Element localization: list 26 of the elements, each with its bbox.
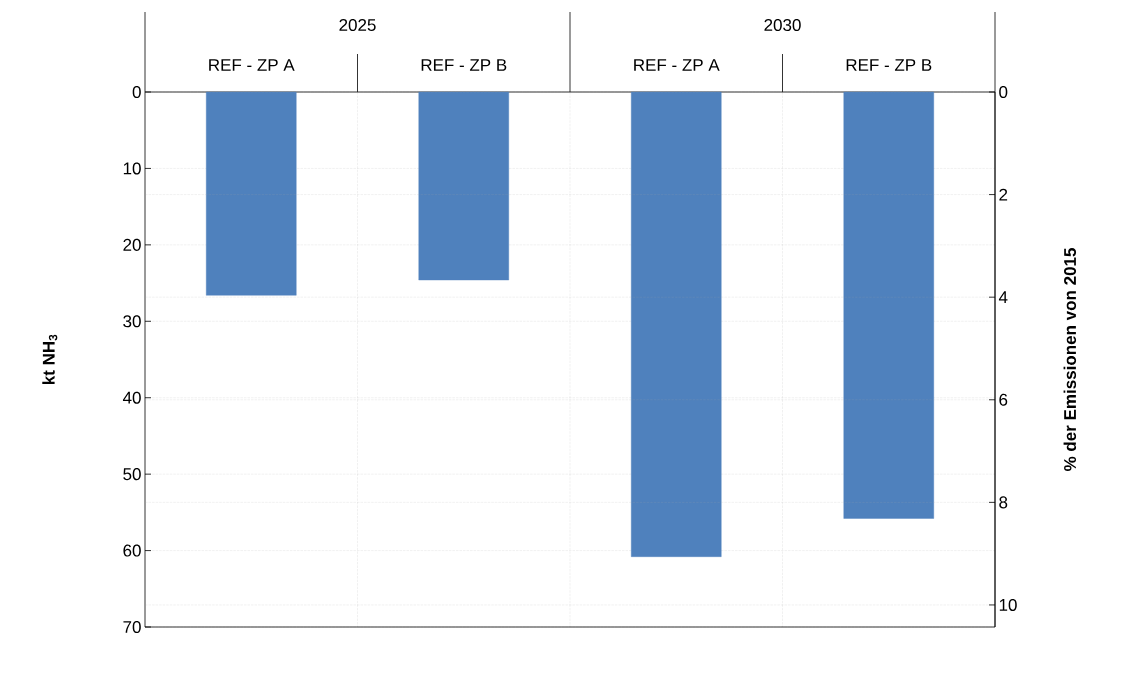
y-tick-label: 50 bbox=[123, 468, 141, 481]
text: 2025 bbox=[339, 18, 376, 32]
y2-tick-label: 2 bbox=[999, 188, 1008, 201]
y-axis-title: kt NH$_{3}$ bbox=[42, 334, 58, 385]
y-tick-label: 40 bbox=[122, 391, 141, 404]
y-tick-label: 0 bbox=[132, 85, 141, 99]
x-tick-label: REF - ZP B bbox=[421, 59, 507, 71]
bar bbox=[843, 91, 934, 519]
y-tick-label: 60 bbox=[123, 544, 141, 557]
bar bbox=[418, 91, 509, 281]
y2-tick-label: 8 bbox=[999, 496, 1008, 509]
text: 2030 bbox=[764, 18, 801, 32]
bar bbox=[631, 91, 722, 557]
y-tick-label: 70 bbox=[123, 620, 141, 634]
y-tick-label: 10 bbox=[123, 162, 141, 175]
y-tick-label: 20 bbox=[123, 238, 141, 251]
x-tick-label: REF - ZP B bbox=[846, 59, 932, 71]
y2-tick-label: 6 bbox=[999, 393, 1008, 406]
y2-tick-label: 10 bbox=[999, 598, 1017, 611]
bar bbox=[206, 91, 297, 296]
x-tick-label: REF - ZP A bbox=[209, 59, 295, 71]
y2-tick-label: 4 bbox=[998, 291, 1008, 304]
y2-tick-label: 0 bbox=[999, 85, 1008, 99]
y-tick-label: 30 bbox=[123, 315, 141, 328]
x-tick-label: REF - ZP A bbox=[634, 59, 720, 71]
y2-axis-title: % der Emissionen von 2015 bbox=[1063, 248, 1077, 472]
